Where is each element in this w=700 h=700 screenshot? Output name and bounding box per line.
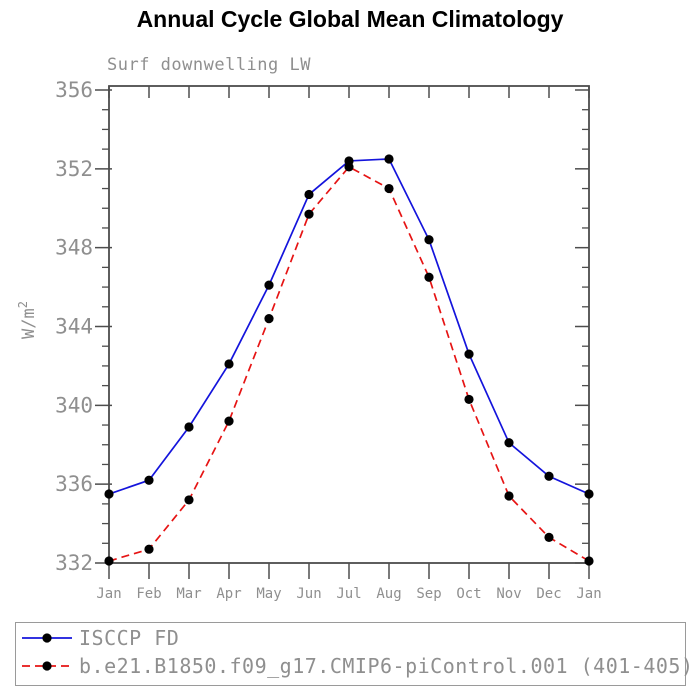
data-point-marker [384,154,394,164]
data-point-marker [584,556,594,566]
data-point-marker [504,438,514,448]
y-tick-label: 340 [55,393,93,417]
legend-label-model: b.e21.B1850.f09_g17.CMIP6-piControl.001 … [79,654,694,678]
obs-series-markers [104,154,594,499]
x-tick-label: Aug [376,586,401,602]
obs-series-line [108,158,590,495]
data-point-marker [344,162,354,172]
data-point-marker [144,475,154,485]
model-series-line [108,165,590,562]
data-point-marker [384,183,394,194]
model-series-markers [104,162,594,566]
data-point-marker [264,314,274,324]
y-tick-label: 332 [55,551,93,575]
obs-line-swatch-icon [22,633,72,643]
data-point-marker [184,422,194,432]
data-point-marker [424,272,434,282]
data-point-marker [424,235,434,245]
x-tick-label: Mar [176,586,201,602]
x-axis-labels: Jan Feb Mar Apr May Jun Jul Aug Sep Oct Nov Dec Jan [96,586,601,602]
x-tick-label: Nov [496,586,521,602]
data-point-marker [184,495,194,505]
data-point-marker [144,544,154,554]
x-tick-label: Jan [96,586,121,602]
data-point-marker [224,359,234,369]
y-axis-label: W/m2 [16,301,39,339]
data-point-marker [104,489,114,499]
y-axis-ticks [95,89,589,564]
legend-label-obs: ISCCP FD [79,626,180,650]
y-tick-label: 352 [55,157,93,181]
x-tick-label: May [256,586,281,602]
x-tick-label: Dec [536,586,561,602]
x-tick-label: Jan [576,586,601,602]
x-tick-label: Apr [216,586,241,602]
x-tick-label: Jun [296,586,321,602]
plot-area: Jan Feb Mar Apr May Jun Jul Aug Sep Oct Nov Dec Jan3… [16,78,602,602]
data-point-marker [464,349,474,359]
data-point-marker [264,280,274,290]
legend-item-model: b.e21.B1850.f09_g17.CMIP6-piControl.001 … [20,654,694,678]
y-axis-labels: 332 336 340 344 348 352 356 [55,78,93,575]
data-point-marker [104,556,114,566]
x-tick-label: Oct [456,586,481,602]
x-tick-label: Feb [136,586,161,602]
data-point-marker [304,209,314,219]
x-tick-label: Jul [336,586,361,602]
data-point-marker [544,532,554,542]
legend-item-obs: ISCCP FD [20,626,179,650]
chart-subtitle: Surf downwelling LW [107,55,311,75]
page-title: Annual Cycle Global Mean Climatology [136,6,564,32]
data-point-marker [224,416,234,426]
y-tick-label: 356 [55,78,93,102]
legend-box: ISCCP FD b.e21.B1850.f09_g17.CMIP6-piCon… [15,622,693,686]
data-point-marker [464,394,474,405]
data-point-marker [504,491,514,501]
x-tick-label: Sep [416,586,441,602]
y-tick-label: 348 [55,236,93,260]
y-tick-label: 336 [55,472,93,496]
y-tick-label: 344 [55,315,93,339]
model-line-swatch-icon [22,661,72,671]
data-point-marker [304,189,314,200]
data-point-marker [584,489,594,499]
x-axis-ticks [108,86,590,579]
data-point-marker [544,471,554,481]
